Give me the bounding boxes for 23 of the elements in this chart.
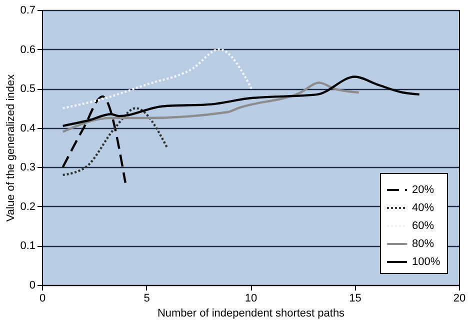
y-tick-label: 0.5 bbox=[20, 83, 36, 96]
x-axis-title: Number of independent shortest paths bbox=[157, 308, 346, 320]
line-series bbox=[62, 82, 360, 133]
line-series bbox=[62, 48, 254, 110]
x-tick-label: 15 bbox=[349, 292, 362, 304]
y-tick-label: 0 bbox=[29, 280, 36, 292]
legend-label: 40% bbox=[412, 202, 434, 214]
y-tick-label: 0.3 bbox=[20, 162, 36, 174]
y-tick-label: 0.7 bbox=[20, 4, 36, 16]
y-tick-label: 0.6 bbox=[20, 44, 36, 56]
x-tick-label: 10 bbox=[244, 292, 258, 304]
y-tick-label: 0.2 bbox=[20, 200, 36, 213]
legend-label: 100% bbox=[412, 256, 440, 268]
y-axis-title: Value of the generalized index bbox=[5, 74, 18, 222]
y-tick-label: 0.1 bbox=[20, 240, 36, 252]
legend-label: 60% bbox=[412, 220, 434, 232]
x-tick-label: 20 bbox=[453, 292, 466, 304]
line-series bbox=[62, 107, 168, 176]
x-tick-label: 5 bbox=[144, 292, 150, 304]
x-tick-label: 0 bbox=[39, 292, 46, 304]
y-tick-label: 0.4 bbox=[20, 122, 36, 134]
legend-label: 80% bbox=[412, 238, 434, 250]
legend-label: 20% bbox=[412, 184, 434, 196]
